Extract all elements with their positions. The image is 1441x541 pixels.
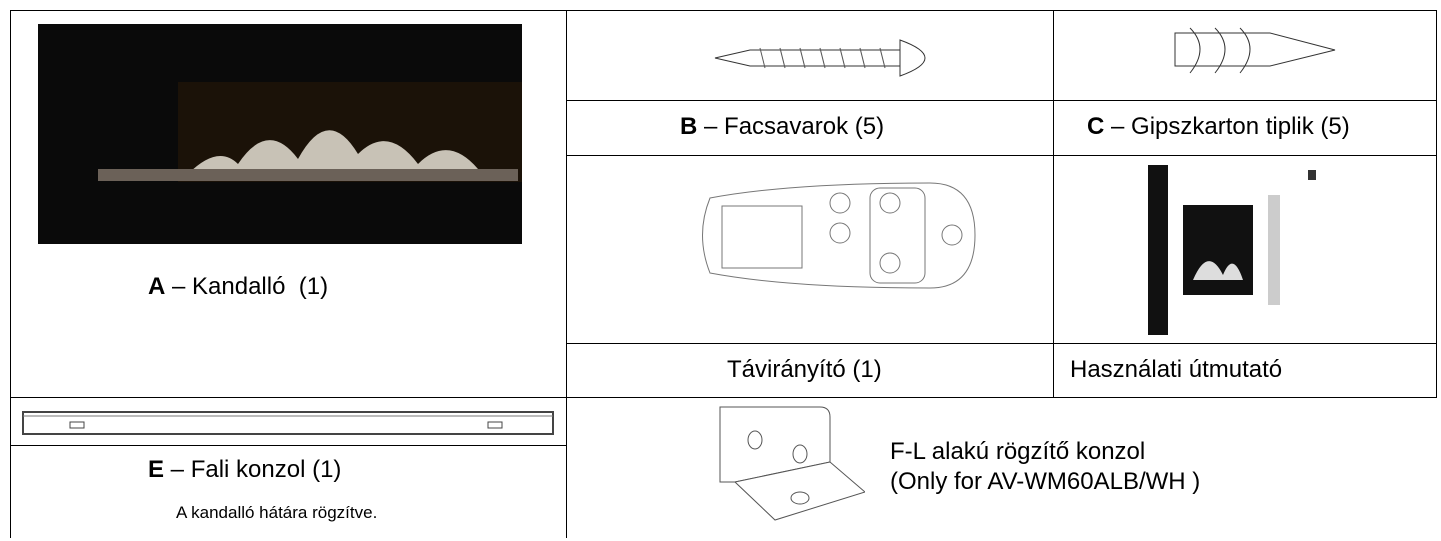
part-letter: B	[680, 113, 698, 140]
part-label: (Only for AV-WM60ALB/WH )	[890, 468, 1201, 495]
anchor-image	[1174, 27, 1336, 74]
remote-image	[702, 182, 976, 289]
part-label: F-L alakú rögzítő konzol	[890, 438, 1146, 465]
part-a: A – Kandalló (1)	[148, 273, 328, 301]
border	[1053, 10, 1054, 398]
manual-image	[1148, 165, 1316, 335]
fireplace-image	[38, 24, 522, 244]
border	[566, 10, 567, 538]
border	[566, 155, 1437, 156]
part-label: – Facsavarok (5)	[697, 113, 885, 140]
part-letter: E	[148, 456, 165, 483]
wall-bracket-image	[22, 411, 554, 435]
part-letter: A	[148, 273, 166, 300]
part-note: A kandalló hátára rögzítve.	[176, 503, 378, 522]
part-label: Távirányító (1)	[727, 356, 882, 383]
border	[10, 397, 1437, 398]
part-letter: C	[1087, 113, 1105, 140]
border	[566, 100, 1437, 101]
part-c: C – Gipszkarton tiplik (5)	[1087, 113, 1350, 141]
part-label: – Kandalló (1)	[165, 273, 329, 300]
part-label: – Gipszkarton tiplik (5)	[1104, 113, 1350, 140]
border	[10, 10, 11, 538]
part-label: Használati útmutató	[1070, 356, 1283, 383]
border	[566, 343, 1437, 344]
screw-image	[714, 39, 926, 77]
border	[10, 445, 567, 446]
part-e: E – Fali konzol (1)	[148, 456, 341, 484]
border	[1436, 10, 1437, 398]
part-label: – Fali konzol (1)	[164, 456, 342, 483]
l-bracket-image	[719, 406, 865, 521]
border	[10, 10, 1437, 11]
part-b: B – Facsavarok (5)	[680, 113, 884, 141]
